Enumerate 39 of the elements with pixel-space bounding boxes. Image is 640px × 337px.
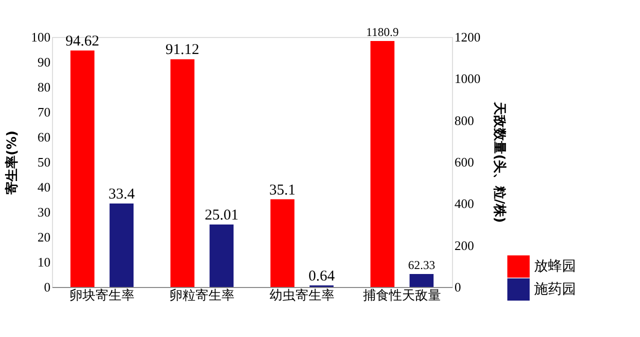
y-tick-label: 60 (38, 130, 50, 144)
y2-tick-label: 600 (454, 154, 474, 170)
legend-label: 施药园 (534, 282, 576, 298)
data-label: 91.12 (166, 42, 200, 58)
data-label: 35.1 (269, 182, 296, 198)
x-tick-label: 卵块寄生率 (70, 288, 134, 304)
legend-label: 放蜂园 (534, 258, 576, 274)
bar (270, 199, 294, 287)
y-tick-label: 10 (38, 254, 50, 270)
data-label: 0.64 (308, 268, 336, 284)
data-label: 25.01 (204, 207, 238, 224)
data-label: 1180.9 (366, 24, 399, 39)
y2-axis-title: 天敌数量(头、粒/株) (492, 101, 506, 223)
y-tick-label: 50 (38, 154, 50, 170)
y2-tick-label: 800 (454, 112, 474, 128)
y-tick-label: 30 (38, 204, 50, 220)
y-tick-label: 100 (31, 30, 50, 44)
data-label: 33.4 (108, 186, 136, 202)
y-tick-label: 0 (44, 280, 50, 294)
y-tick-label: 80 (38, 80, 50, 94)
y2-tick-label: 1000 (454, 71, 480, 86)
bar (170, 59, 194, 287)
x-tick-label: 幼虫寄生率 (270, 288, 334, 304)
y-tick-label: 90 (38, 54, 50, 70)
bar (110, 204, 134, 287)
y-tick-label: 40 (38, 180, 50, 194)
data-label: 62.33 (408, 258, 436, 272)
x-tick-label: 捕食性天敌量 (363, 288, 441, 304)
data-label: 94.62 (66, 33, 100, 50)
bar (70, 50, 94, 287)
y2-tick-label: 400 (454, 196, 474, 212)
y-axis-title: 寄生率(%) (4, 130, 20, 194)
bar (210, 224, 234, 287)
x-tick-label: 卵粒寄生率 (170, 288, 234, 304)
y-tick-label: 70 (38, 104, 50, 120)
y2-tick-label: 1200 (454, 30, 480, 44)
y2-tick-label: 0 (454, 280, 461, 294)
y2-tick-label: 200 (454, 238, 474, 253)
y-tick-label: 20 (38, 230, 50, 244)
